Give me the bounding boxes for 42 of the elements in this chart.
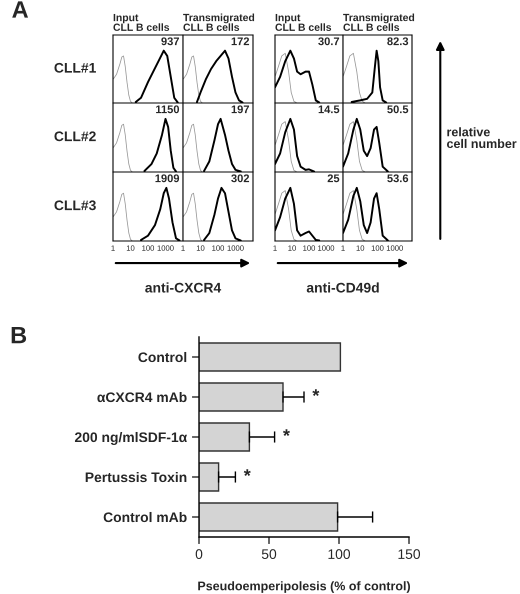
- text: 172: [232, 37, 250, 46]
- chart-title: Transmigrated CLL B cells: [183, 14, 254, 31]
- annotation: *: [244, 469, 251, 476]
- bar: [199, 382, 284, 412]
- text: 197: [232, 105, 250, 114]
- text: 14.5: [318, 105, 340, 114]
- text: 53.6: [387, 174, 408, 182]
- x-tick-label: 0: [196, 549, 202, 560]
- y-tick-label: Control mAb: [104, 512, 187, 522]
- y-axis-title: relative cell number: [446, 127, 516, 148]
- y-tick-label: Pertussis Toxin: [86, 472, 186, 482]
- chart-title: Input CLL B cells: [113, 14, 170, 31]
- y-axis-title: CLL#3: [54, 200, 96, 210]
- bar: [199, 462, 220, 492]
- bar: [199, 502, 338, 532]
- text: B: [12, 326, 26, 344]
- annotation: *: [282, 429, 290, 436]
- text: 30.7: [318, 37, 340, 46]
- text: 302: [231, 174, 250, 182]
- text: 1150: [156, 105, 180, 114]
- y-axis-title: CLL#1: [54, 62, 96, 73]
- x-tick-label: 150: [398, 549, 420, 560]
- y-tick-label: αCXCR4 mAb: [97, 392, 187, 402]
- text: 50.5: [387, 105, 408, 114]
- annotation: *: [312, 389, 320, 396]
- text: 25: [328, 174, 340, 182]
- text: 1909: [155, 174, 180, 182]
- y-tick-label: Control: [138, 352, 186, 362]
- text: 937: [161, 37, 180, 46]
- x-tick-label: 100: [328, 549, 350, 560]
- bar: [199, 422, 250, 452]
- x-axis-title: Pseudoemperipolesis (% of control): [198, 581, 410, 593]
- bar: [199, 342, 342, 372]
- text: 82.3: [387, 37, 408, 46]
- chart-title: Transmigrated CLL B cells: [343, 14, 414, 31]
- text: A: [12, 1, 28, 18]
- chart-title: Input CLL B cells: [275, 14, 332, 31]
- x-axis-title: anti-CXCR4: [145, 282, 222, 293]
- y-tick-label: 200 ng/mlSDF-1α: [74, 432, 188, 445]
- y-axis-title: CLL#2: [54, 131, 96, 142]
- x-axis-title: anti-CD49d: [306, 282, 379, 293]
- x-tick-label: 50: [262, 549, 276, 560]
